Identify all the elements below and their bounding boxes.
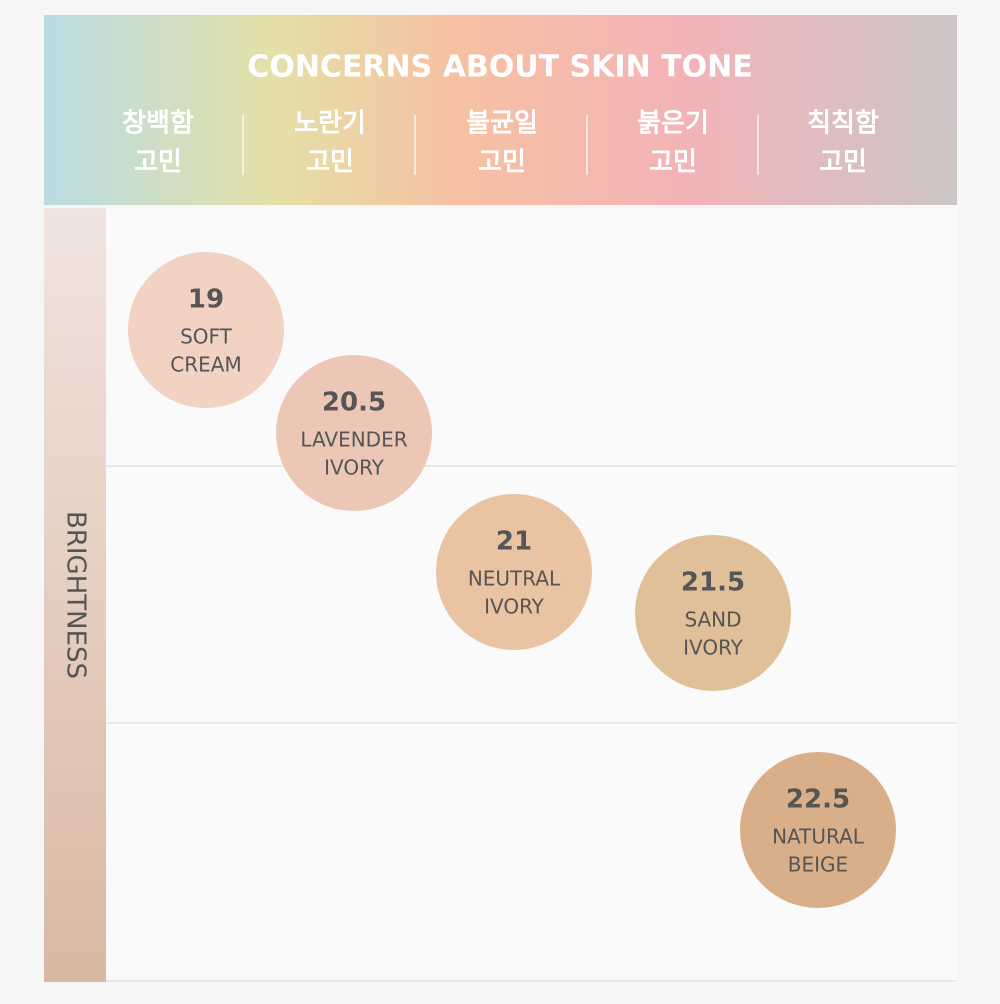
concern-label: 고민	[819, 148, 867, 178]
shade-name: LAVENDER	[300, 428, 407, 452]
shade-name: IVORY	[484, 595, 545, 619]
shade-name: IVORY	[324, 456, 385, 480]
shade-number: 21.5	[681, 568, 745, 598]
concern-label: 불균일	[466, 109, 538, 139]
shade-name: CREAM	[170, 353, 241, 377]
concern-label: 고민	[649, 148, 697, 178]
concern-label: 고민	[478, 148, 526, 178]
concern-label: 창백함	[122, 109, 194, 139]
axis-label: BRIGHTNESS	[61, 511, 91, 679]
shade-name: IVORY	[683, 636, 744, 660]
concern-label: 고민	[306, 148, 354, 178]
shade-name: BEIGE	[788, 853, 848, 877]
shade-number: 22.5	[786, 785, 850, 815]
shade-swatch	[276, 355, 432, 511]
axis-bar	[44, 208, 106, 982]
shade-number: 20.5	[322, 388, 386, 418]
shade-number: 21	[496, 527, 532, 557]
dividers	[242, 115, 759, 175]
concern-label: 칙칙함	[807, 109, 879, 139]
concern-label: 붉은기	[637, 109, 709, 139]
shade-name: SAND	[684, 608, 741, 632]
concern-label: 노란기	[294, 109, 366, 139]
shade-number: 19	[188, 285, 224, 315]
concern-label: 고민	[134, 148, 182, 178]
shade-name: NATURAL	[772, 825, 865, 849]
shade-swatch	[128, 252, 284, 408]
header-band	[44, 15, 957, 205]
shade-swatch	[740, 752, 896, 908]
header-title: CONCERNS ABOUT SKIN TONE	[247, 50, 752, 85]
shade-name: SOFT	[180, 325, 233, 349]
shade-name: NEUTRAL	[468, 567, 561, 591]
shade-swatch	[436, 494, 592, 650]
shade-swatch	[635, 535, 791, 691]
